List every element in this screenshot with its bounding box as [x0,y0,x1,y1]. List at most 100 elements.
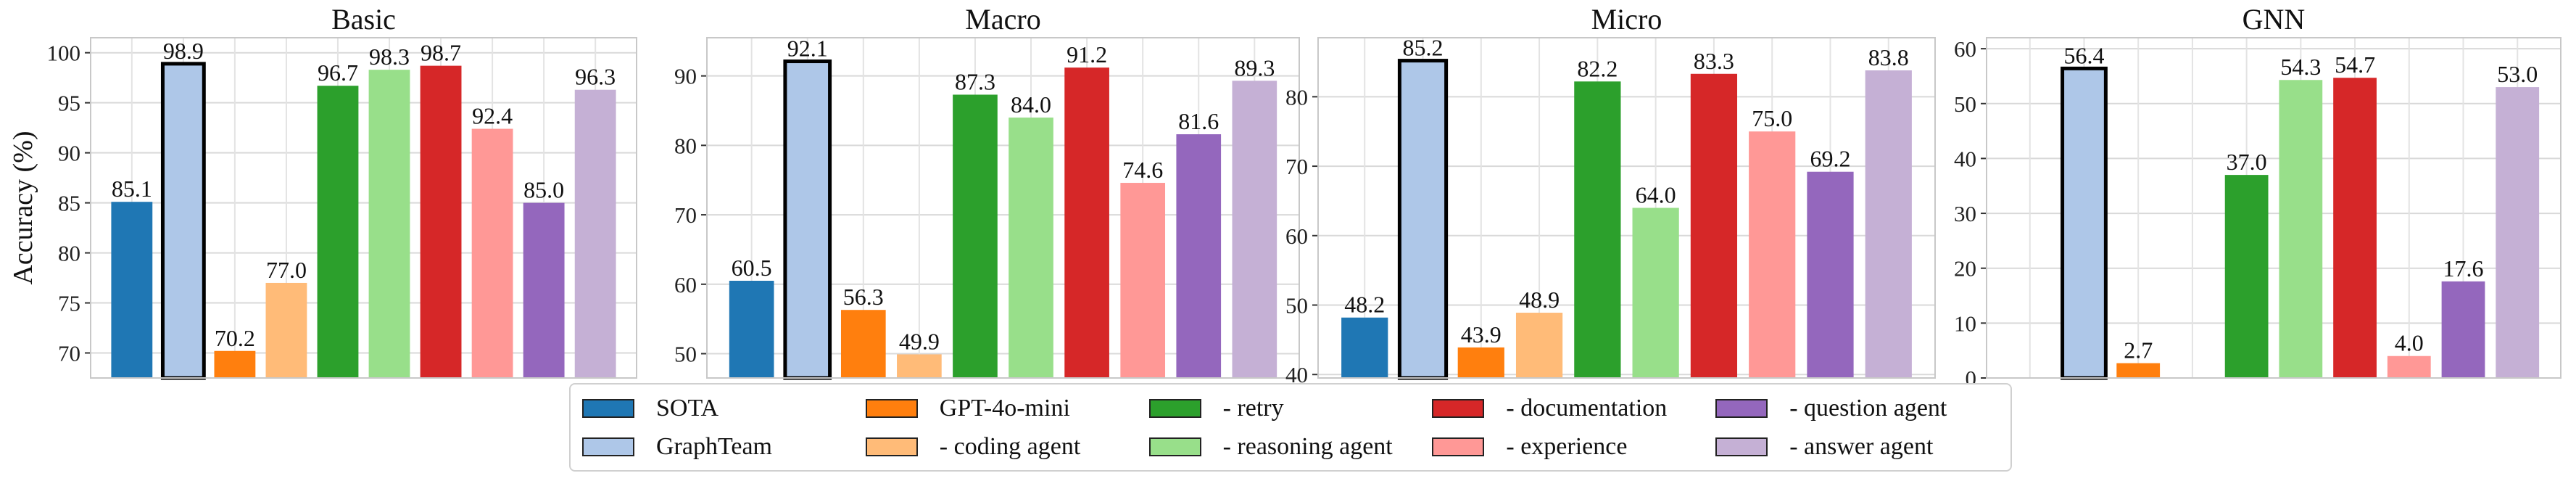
bar-value-label: 43.9 [1461,321,1502,348]
bar-value-label: 98.3 [369,44,410,70]
panel-title: Basic [331,3,396,36]
bar-value-label: 37.0 [2227,149,2267,175]
bar [1749,131,1795,378]
legend-label: SOTA [656,395,718,422]
bar-value-label: 4.0 [2395,330,2424,356]
bar [1341,318,1388,378]
bar-value-label: 81.6 [1178,108,1219,134]
bar-value-label: 49.9 [899,328,940,354]
legend-label: - experience [1506,433,1627,461]
bar [472,129,513,378]
legend-swatch [582,437,634,456]
bar [2225,175,2269,378]
legend-item: GPT-4o-mini [866,389,1149,427]
bar [1865,70,1912,378]
panel-micro: 405060708048.285.243.948.982.264.083.375… [1285,3,1935,387]
bar-value-label: 56.3 [843,284,884,310]
bar-value-label: 96.7 [318,59,358,86]
bar-value-label: 17.6 [2443,255,2484,281]
bar-value-label: 83.8 [1868,44,1909,70]
legend-label: - question agent [1789,395,1947,422]
legend-item: - answer agent [1715,427,1999,466]
y-tick-label: 40 [1954,146,1976,171]
bar [1633,208,1679,379]
bar-value-label: 92.1 [787,36,828,62]
panel-title: Macro [965,3,1040,36]
legend-item: - coding agent [866,427,1149,466]
bar [369,70,410,378]
bar [1399,61,1446,378]
bar [1120,183,1165,378]
bar-value-label: 84.0 [1011,91,1051,118]
bar-value-label: 54.3 [2280,54,2321,80]
panel-macro: 50 60 70 80 90 60.5 92.1 56.3 49.9 87.3 84.0 91.2 74… [674,3,1299,378]
y-tick-label: 80 [58,241,80,266]
bar-value-label: 89.3 [1234,54,1275,81]
y-tick-label: 50 [1285,293,1308,318]
y-tick-label: 85 [58,191,80,216]
bar [1516,313,1562,378]
bar-value-label: 70.2 [215,325,255,351]
legend-label: - coding agent [940,433,1081,461]
legend-swatch [1715,399,1768,418]
panel-basic: 70758085909510085.198.970.277.096.798.3 9… [47,3,637,378]
legend-swatch [1432,437,1484,456]
bar [318,86,359,378]
legend-item: GraphTeam [582,427,866,466]
y-tick-label: 10 [1954,311,1976,336]
y-axis-label: Accuracy (%) [8,131,38,284]
bar [111,202,152,378]
bar-value-label: 2.7 [2124,337,2153,363]
y-tick-label: 20 [1954,256,1976,281]
bar [841,310,886,378]
legend-item: - documentation [1432,389,1715,427]
y-tick-label: 100 [47,41,81,66]
bar-value-label: 60.5 [732,255,772,281]
y-tick-label: 80 [1285,84,1308,110]
bar [897,354,942,378]
bar [1574,81,1620,378]
bar-value-label: 48.9 [1519,287,1560,313]
bar [2387,356,2431,378]
y-tick-label: 50 [1954,91,1976,117]
legend-item: - reasoning agent [1149,427,1433,466]
bar-value-label: 91.2 [1067,41,1107,67]
bar [266,283,307,378]
bar-value-label: 64.0 [1636,182,1676,208]
legend: SOTA GraphTeam GPT-4o-mini - coding agent - … [569,383,2012,472]
y-tick-label: 60 [674,272,697,297]
bar-value-label: 75.0 [1752,105,1792,131]
bar-value-label: 85.0 [523,177,564,203]
bar [1691,74,1737,378]
bar-value-label: 92.4 [472,103,513,129]
bar-value-label: 77.0 [266,257,307,283]
legend-swatch [1715,437,1768,456]
bar [214,351,255,378]
bar-value-label: 83.3 [1694,48,1734,74]
y-tick-label: 60 [1285,223,1308,249]
bar [1176,134,1221,378]
bar [953,94,998,378]
legend-swatch [1149,399,1201,418]
bar-value-label: 54.7 [2335,52,2375,78]
bar-value-label: 74.6 [1122,157,1163,183]
bar [2442,281,2485,378]
legend-label: - answer agent [1789,433,1933,461]
y-tick-label: 90 [674,64,697,89]
legend-item: - question agent [1715,389,1999,427]
bar [2279,80,2322,378]
bar [162,64,204,378]
bar-value-label: 53.0 [2497,61,2538,87]
legend-label: - reasoning agent [1223,433,1393,461]
bar [2063,68,2106,378]
y-tick-label: 50 [674,342,697,367]
bar-value-label: 56.4 [2063,42,2104,68]
bar [421,66,462,378]
legend-label: - documentation [1506,395,1667,422]
legend-label: GraphTeam [656,433,772,461]
bar [2333,78,2377,378]
bar [2116,363,2160,378]
bar-value-label: 69.2 [1810,146,1850,172]
y-tick-label: 30 [1954,201,1976,226]
bar-value-label: 87.3 [955,68,995,94]
